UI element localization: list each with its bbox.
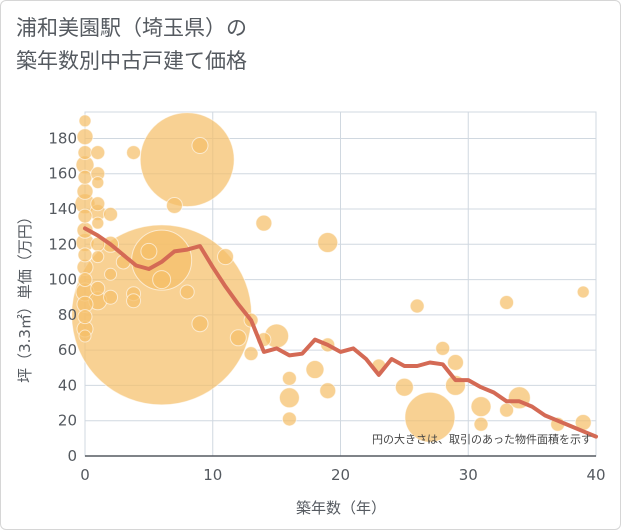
bubble-point <box>281 370 297 386</box>
y-tick-label: 20 <box>58 412 77 430</box>
bubble-point <box>470 396 492 418</box>
bubble-point <box>77 247 93 263</box>
bubble-point <box>317 232 339 254</box>
y-tick-label: 180 <box>48 129 77 147</box>
y-tick-label: 140 <box>48 200 77 218</box>
bubble-point <box>78 114 92 128</box>
bubble-point <box>576 285 590 299</box>
bubble-point <box>165 196 183 214</box>
bubble-point <box>409 298 425 314</box>
bubble-point <box>446 354 464 372</box>
bubble-point <box>126 293 142 309</box>
bubble-point <box>103 206 119 222</box>
bubble-point <box>140 242 158 260</box>
bubble-point <box>78 329 92 343</box>
bubble-series <box>71 112 592 443</box>
x-axis-label: 築年数（年） <box>296 499 386 517</box>
bubble-point <box>126 145 142 161</box>
y-tick-label: 120 <box>48 235 77 253</box>
bubble-size-note: 円の大きさは、取引のあった物件面積を示す <box>372 432 592 446</box>
bubble-point <box>76 128 94 146</box>
bubble-point <box>281 411 297 427</box>
y-tick-label: 60 <box>58 341 77 359</box>
bubble-point <box>90 280 106 296</box>
y-tick-label: 160 <box>48 165 77 183</box>
x-tick-label: 0 <box>80 466 90 484</box>
bubble-point <box>77 208 93 224</box>
bubble-point <box>499 402 515 418</box>
bubble-point <box>305 360 325 380</box>
bubble-point <box>77 272 93 288</box>
bubble-point <box>91 176 105 190</box>
bubble-point <box>191 137 209 155</box>
bubble-point <box>103 289 119 305</box>
bubble-point <box>278 387 300 409</box>
chart-title-line1: 浦和美園駅（埼玉県）の <box>16 16 247 40</box>
y-tick-label: 80 <box>58 306 77 324</box>
y-tick-label: 0 <box>67 447 77 465</box>
bubble-point <box>77 145 93 161</box>
x-tick-label: 40 <box>586 466 605 484</box>
bubble-point <box>404 391 456 443</box>
x-tick-label: 20 <box>331 466 350 484</box>
bubble-point <box>319 382 337 400</box>
bubble-point <box>91 250 105 264</box>
y-tick-label: 40 <box>58 376 77 394</box>
bubble-point <box>77 309 93 325</box>
bubble-point <box>435 340 451 356</box>
bubble-point <box>77 169 93 185</box>
bubble-point <box>139 112 235 208</box>
chart-title: 浦和美園駅（埼玉県）の 築年数別中古戸建て価格 <box>16 12 247 78</box>
bubble-point <box>179 284 195 300</box>
bubble-point <box>91 216 105 230</box>
bubble-point <box>191 315 209 333</box>
x-tick-label: 10 <box>203 466 222 484</box>
y-axis-label: 坪（3.3㎡）単価（万円） <box>16 209 34 383</box>
bubble-point <box>243 346 259 362</box>
bubble-point <box>473 416 489 432</box>
bubble-point <box>90 145 106 161</box>
trend-line <box>83 226 598 439</box>
chart-title-line2: 築年数別中古戸建て価格 <box>16 49 247 73</box>
bubble-point <box>217 248 235 266</box>
bubble-point <box>90 196 106 212</box>
bubble-point <box>152 270 172 290</box>
bubble-point <box>255 214 273 232</box>
bubble-point <box>104 267 118 281</box>
x-tick-label: 30 <box>459 466 478 484</box>
bubble-point <box>76 182 94 200</box>
y-tick-label: 100 <box>48 271 77 289</box>
bubble-point <box>499 295 515 311</box>
bubble-point <box>229 329 247 347</box>
bubble-point <box>394 377 414 397</box>
axis-ticks: 0 10 20 30 40 0 20 40 60 80 100 120 140 160 180 <box>48 129 605 484</box>
